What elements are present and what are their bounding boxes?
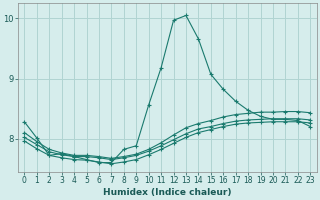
- X-axis label: Humidex (Indice chaleur): Humidex (Indice chaleur): [103, 188, 232, 197]
